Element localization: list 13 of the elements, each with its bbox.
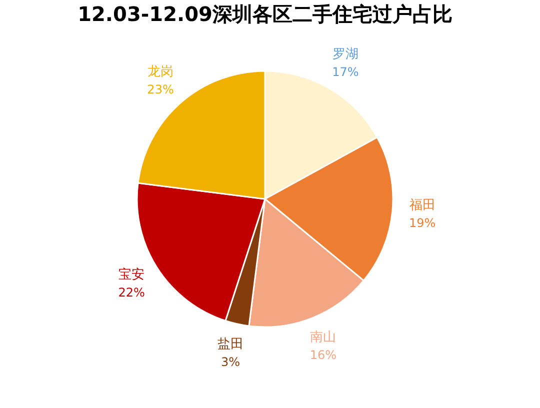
slice-label: 罗湖 <box>332 47 358 62</box>
slice-label: 龙岗 <box>148 64 174 80</box>
slice-label: 宝安 <box>118 266 145 283</box>
data-label: 22% <box>118 286 145 300</box>
slice-label: 福田 <box>409 198 436 213</box>
data-label: 3% <box>221 355 240 370</box>
data-label: 17% <box>332 65 359 80</box>
slice-label: 南山 <box>310 330 336 345</box>
chart-title: 12.03-12.09深圳各区二手住宅过户占比 <box>78 2 452 26</box>
data-label: 16% <box>310 348 336 362</box>
data-label: 23% <box>147 82 174 96</box>
data-label: 19% <box>408 216 436 230</box>
slice-label: 盐田 <box>218 337 244 352</box>
